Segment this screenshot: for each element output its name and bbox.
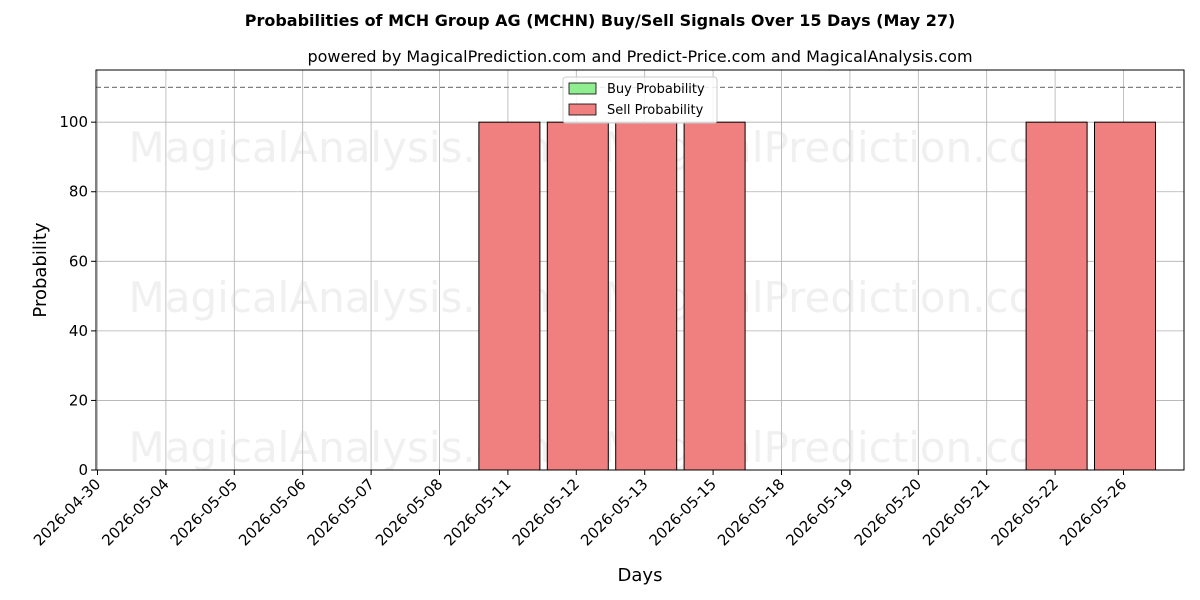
sell-bar — [683, 121, 746, 471]
x-tick-label: 2026-05-22 — [988, 475, 1062, 549]
sell-bar — [546, 121, 609, 471]
y-tick-label: 40 — [69, 322, 88, 340]
x-tick-label: 2026-05-08 — [372, 475, 446, 549]
x-tick-label: 2026-05-26 — [1056, 475, 1130, 549]
sell-bar — [615, 121, 678, 471]
legend-buy-swatch — [568, 82, 597, 95]
x-axis-label: Days — [618, 565, 663, 586]
x-tick-label: 2026-05-19 — [782, 475, 856, 549]
x-tick-label: 2026-05-12 — [509, 475, 583, 549]
x-tick-label: 2026-05-07 — [304, 475, 378, 549]
sell-bar — [1094, 121, 1156, 471]
y-tick-label: 60 — [69, 252, 88, 270]
x-tick-label: 2026-05-20 — [851, 475, 925, 549]
plot-frame — [95, 69, 1185, 471]
watermark-text: MagicalPrediction.com — [603, 423, 1076, 472]
legend-box — [562, 76, 718, 124]
legend-sell-swatch — [568, 103, 597, 116]
legend: Buy Probability Sell Probability — [562, 76, 718, 124]
y-tick-label: 0 — [78, 461, 88, 479]
x-tick-label: 2026-05-04 — [98, 475, 172, 549]
y-axis-label: Probability — [30, 222, 51, 317]
x-tick-label: 2026-05-11 — [440, 475, 514, 549]
x-tick-label: 2026-05-18 — [714, 475, 788, 549]
legend-buy-label: Buy Probability — [607, 82, 705, 97]
bars-layer — [478, 121, 1156, 471]
y-tick-label: 80 — [69, 183, 88, 201]
sell-bar — [1025, 121, 1088, 471]
watermark-text: MagicalPrediction.com — [603, 123, 1076, 172]
legend-sell-label: Sell Probability — [607, 103, 704, 118]
x-tick-label: 2026-05-05 — [167, 475, 241, 549]
chart-subtitle: powered by MagicalPrediction.com and Pre… — [307, 47, 972, 66]
x-tick-label: 2026-04-30 — [30, 475, 104, 549]
y-tick-label: 20 — [69, 391, 88, 409]
x-tick-label: 2026-05-15 — [646, 475, 720, 549]
x-tick-label: 2026-05-13 — [577, 475, 651, 549]
x-tick-label: 2026-05-21 — [919, 475, 993, 549]
chart-title: Probabilities of MCH Group AG (MCHN) Buy… — [245, 11, 956, 30]
sell-bar — [478, 121, 541, 471]
watermark-text: MagicalPrediction.com — [603, 273, 1076, 322]
y-tick-label: 100 — [59, 113, 88, 131]
x-tick-label: 2026-05-06 — [235, 475, 309, 549]
